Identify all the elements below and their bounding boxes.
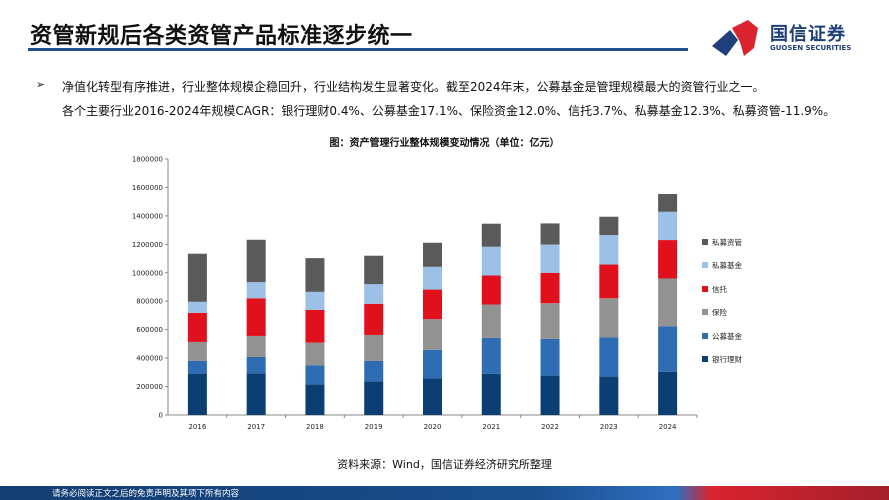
bar-segment — [246, 373, 266, 415]
y-tick-label: 800000 — [136, 298, 163, 306]
bar-segment — [423, 378, 442, 415]
legend-label: 信托 — [712, 284, 727, 294]
bar-segment — [364, 360, 384, 382]
title-divider — [28, 48, 688, 51]
bar-segment — [364, 303, 384, 335]
legend-label: 私募资管 — [712, 237, 742, 247]
bar-segment — [658, 211, 678, 241]
y-tick-label: 1800000 — [132, 156, 163, 164]
bar-segment — [540, 338, 560, 376]
legend-label: 私募基金 — [712, 260, 742, 270]
footer-disclaimer: 请务必阅读正文之后的免责声明及其项下所有内容 — [52, 489, 240, 499]
bar-segment — [246, 298, 266, 336]
footer-bar: 请务必阅读正文之后的免责声明及其项下所有内容 — [0, 486, 889, 500]
bar-segment — [599, 376, 619, 415]
logo-text-en: GUOSEN SECURITIES — [770, 44, 852, 52]
bar-segment — [423, 349, 442, 379]
bar-segment — [187, 253, 207, 302]
bar-segment — [481, 246, 501, 276]
bar-segment — [658, 371, 678, 415]
bar-segment — [364, 284, 384, 304]
x-tick-label: 2016 — [188, 423, 206, 431]
bar-segment — [305, 342, 325, 366]
legend-label: 银行理财 — [712, 354, 742, 364]
bar-segment — [187, 360, 207, 374]
bar-segment — [305, 384, 325, 415]
source-note: 资料来源：Wind，国信证券经济研究所整理 — [337, 458, 552, 471]
bar-segment — [187, 312, 207, 342]
bar-segment — [305, 258, 325, 292]
x-tick-label: 2024 — [659, 423, 677, 431]
bar-segment — [481, 304, 501, 338]
bar-segment — [540, 272, 560, 304]
bar-segment — [187, 301, 207, 313]
x-tick-label: 2021 — [482, 423, 500, 431]
summary-line-1: 净值化转型有序推进，行业整体规模企稳回升，行业结构发生显著变化。截至2024年末… — [62, 80, 765, 94]
bar-segment — [305, 291, 325, 310]
x-tick-label: 2018 — [306, 423, 324, 431]
legend-swatch — [702, 333, 708, 339]
y-tick-label: 400000 — [136, 355, 163, 363]
bar-segment — [481, 223, 501, 247]
bar-segment — [658, 193, 678, 212]
bar-segment — [481, 275, 501, 305]
bar-segment — [599, 337, 619, 377]
x-tick-label: 2019 — [365, 423, 383, 431]
x-tick-label: 2023 — [600, 423, 618, 431]
bar-segment — [364, 381, 384, 415]
bar-segment — [540, 303, 560, 339]
logo-text-cn: 国信证券 — [770, 24, 846, 45]
bar-segment — [246, 282, 266, 299]
legend-swatch — [702, 356, 708, 362]
bar-segment — [187, 373, 207, 415]
arrow-bullet-icon: ➢ — [36, 78, 46, 91]
legend-swatch — [702, 286, 708, 292]
bar-segment — [658, 240, 678, 279]
legend-label: 保险 — [712, 307, 727, 317]
bar-segment — [599, 235, 619, 265]
bar-segment — [658, 326, 678, 372]
y-tick-label: 200000 — [136, 383, 163, 391]
y-tick-label: 1200000 — [132, 241, 163, 249]
x-tick-label: 2022 — [541, 423, 559, 431]
bar-segment — [540, 375, 560, 415]
bar-segment — [246, 239, 266, 283]
bar-segment — [187, 341, 207, 361]
bar-segment — [423, 319, 442, 350]
bar-segment — [305, 309, 325, 343]
bar-segment — [481, 337, 501, 374]
bar-segment — [305, 365, 325, 385]
y-tick-label: 1000000 — [132, 269, 163, 277]
page-title: 资管新规后各类资管产品标准逐步统一 — [30, 24, 413, 49]
bar-segment — [423, 289, 442, 320]
bar-segment — [246, 356, 266, 374]
legend-swatch — [702, 239, 708, 245]
y-tick-label: 1400000 — [132, 212, 163, 220]
bar-segment — [658, 278, 678, 327]
bar-segment — [599, 264, 619, 299]
bar-segment — [599, 216, 619, 236]
y-tick-label: 0 — [159, 412, 163, 420]
bar-segment — [364, 255, 384, 285]
bar-segment — [364, 334, 384, 361]
guosen-logo-icon — [712, 20, 758, 56]
legend-label: 公募基金 — [712, 331, 742, 341]
y-tick-label: 1600000 — [132, 184, 163, 192]
bar-segment — [246, 335, 266, 357]
legend-swatch — [702, 309, 708, 315]
y-tick-label: 600000 — [136, 326, 163, 334]
x-tick-label: 2020 — [424, 423, 442, 431]
bar-segment — [540, 244, 560, 273]
bar-segment — [481, 373, 501, 415]
bar-segment — [423, 242, 442, 267]
chart-title: 图：资产管理行业整体规模变动情况（单位：亿元） — [329, 138, 560, 149]
bar-segment — [540, 223, 560, 245]
bar-segment — [599, 298, 619, 338]
bar-segment — [423, 266, 442, 290]
legend-swatch — [702, 262, 708, 268]
summary-line-2: 各个主要行业2016-2024年规模CAGR：银行理财0.4%、公募基金17.1… — [62, 104, 836, 118]
x-tick-label: 2017 — [247, 423, 265, 431]
